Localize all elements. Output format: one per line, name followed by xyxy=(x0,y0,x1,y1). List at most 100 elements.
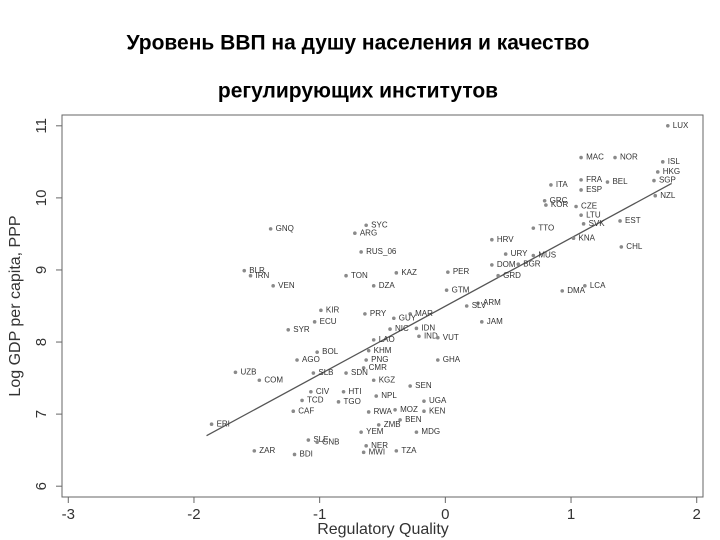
point-label: SLB xyxy=(318,368,333,377)
point xyxy=(242,268,247,273)
point-label: CIV xyxy=(316,387,330,396)
point-label: ARM xyxy=(483,298,501,307)
point-label: LAO xyxy=(379,335,395,344)
plot-frame xyxy=(61,114,704,498)
point-label: BEL xyxy=(612,177,628,186)
y-tick-label: 11 xyxy=(33,118,50,134)
point xyxy=(319,308,323,313)
point-label: CMR xyxy=(369,363,387,372)
point xyxy=(371,378,376,383)
point-label: GTM xyxy=(452,285,470,294)
x-tick-label: 0 xyxy=(441,506,449,523)
point xyxy=(444,288,449,292)
point xyxy=(516,262,521,266)
point-label: ZAR xyxy=(259,446,275,455)
point-label: IDN xyxy=(421,323,435,332)
point xyxy=(490,263,494,267)
point xyxy=(414,430,419,434)
point xyxy=(306,438,311,442)
x-axis-label: Regulatory Quality xyxy=(317,521,449,538)
point-label: COM xyxy=(264,375,283,384)
point-label: GHA xyxy=(443,355,461,364)
point xyxy=(542,198,547,203)
point xyxy=(376,423,381,427)
point xyxy=(619,245,624,249)
point xyxy=(408,384,412,388)
point-label: SYC xyxy=(371,220,388,229)
point xyxy=(653,193,658,198)
point xyxy=(571,236,576,241)
point-label: DZA xyxy=(379,281,396,290)
point-label: TCD xyxy=(307,396,324,405)
point xyxy=(422,409,426,414)
point-label: EST xyxy=(625,216,641,225)
point xyxy=(398,418,402,422)
point xyxy=(446,270,450,274)
point xyxy=(605,180,610,184)
point-label: SLV xyxy=(472,301,487,310)
point xyxy=(359,430,363,434)
point xyxy=(613,155,617,160)
point-label: CHL xyxy=(626,242,643,251)
point xyxy=(618,219,622,223)
point xyxy=(393,407,397,412)
point xyxy=(366,348,371,353)
point-label: BDI xyxy=(300,450,313,459)
x-tick-label: -3 xyxy=(62,506,75,523)
point xyxy=(248,273,253,278)
point xyxy=(464,304,469,308)
point xyxy=(408,312,412,316)
point-label: PRY xyxy=(370,309,387,318)
point-label: ARG xyxy=(360,228,377,237)
point-label: HKG xyxy=(663,167,680,176)
point-label: SYR xyxy=(293,325,310,334)
point xyxy=(315,350,319,354)
point-label: SLE xyxy=(313,435,328,444)
point-label: JAM xyxy=(487,317,503,326)
point xyxy=(312,320,317,324)
point-label: SVK xyxy=(589,219,606,228)
point-label: SGP xyxy=(659,176,676,185)
point-label: NIC xyxy=(395,324,409,333)
point-label: TTO xyxy=(538,223,554,232)
point-label: KGZ xyxy=(379,375,396,384)
point xyxy=(252,449,257,453)
point xyxy=(414,326,419,331)
point-label: KNA xyxy=(579,233,596,242)
point xyxy=(655,170,660,174)
point xyxy=(291,409,296,414)
point xyxy=(364,444,368,448)
point xyxy=(392,316,396,321)
point xyxy=(364,223,368,228)
point xyxy=(388,327,392,331)
point-label: NER xyxy=(371,441,388,450)
point-label: NOR xyxy=(620,153,638,162)
x-tick-label: 2 xyxy=(693,506,701,523)
y-tick-label: 6 xyxy=(33,482,50,490)
point xyxy=(311,371,316,375)
point-label: IND xyxy=(424,331,438,340)
fit-line xyxy=(206,182,672,437)
point-label: NPL xyxy=(381,391,397,400)
point xyxy=(300,398,304,403)
chart-title: Уровень ВВП на душу населения и качество xyxy=(127,32,590,55)
point xyxy=(574,204,578,209)
point xyxy=(257,378,262,383)
point xyxy=(549,183,553,187)
point-label: BLR xyxy=(249,266,265,275)
point xyxy=(309,389,313,394)
point xyxy=(436,335,440,340)
point xyxy=(295,358,299,362)
y-tick-label: 9 xyxy=(33,266,50,274)
point-label: VEN xyxy=(278,281,295,290)
point-label: UGA xyxy=(429,396,447,405)
point xyxy=(581,222,586,226)
point-label: UZB xyxy=(240,367,256,376)
y-tick-label: 8 xyxy=(33,338,50,346)
point xyxy=(394,449,399,453)
point-label: FRA xyxy=(586,175,603,184)
point xyxy=(359,250,363,254)
point xyxy=(579,188,583,192)
point-label: CAF xyxy=(298,406,314,415)
point xyxy=(286,327,291,332)
